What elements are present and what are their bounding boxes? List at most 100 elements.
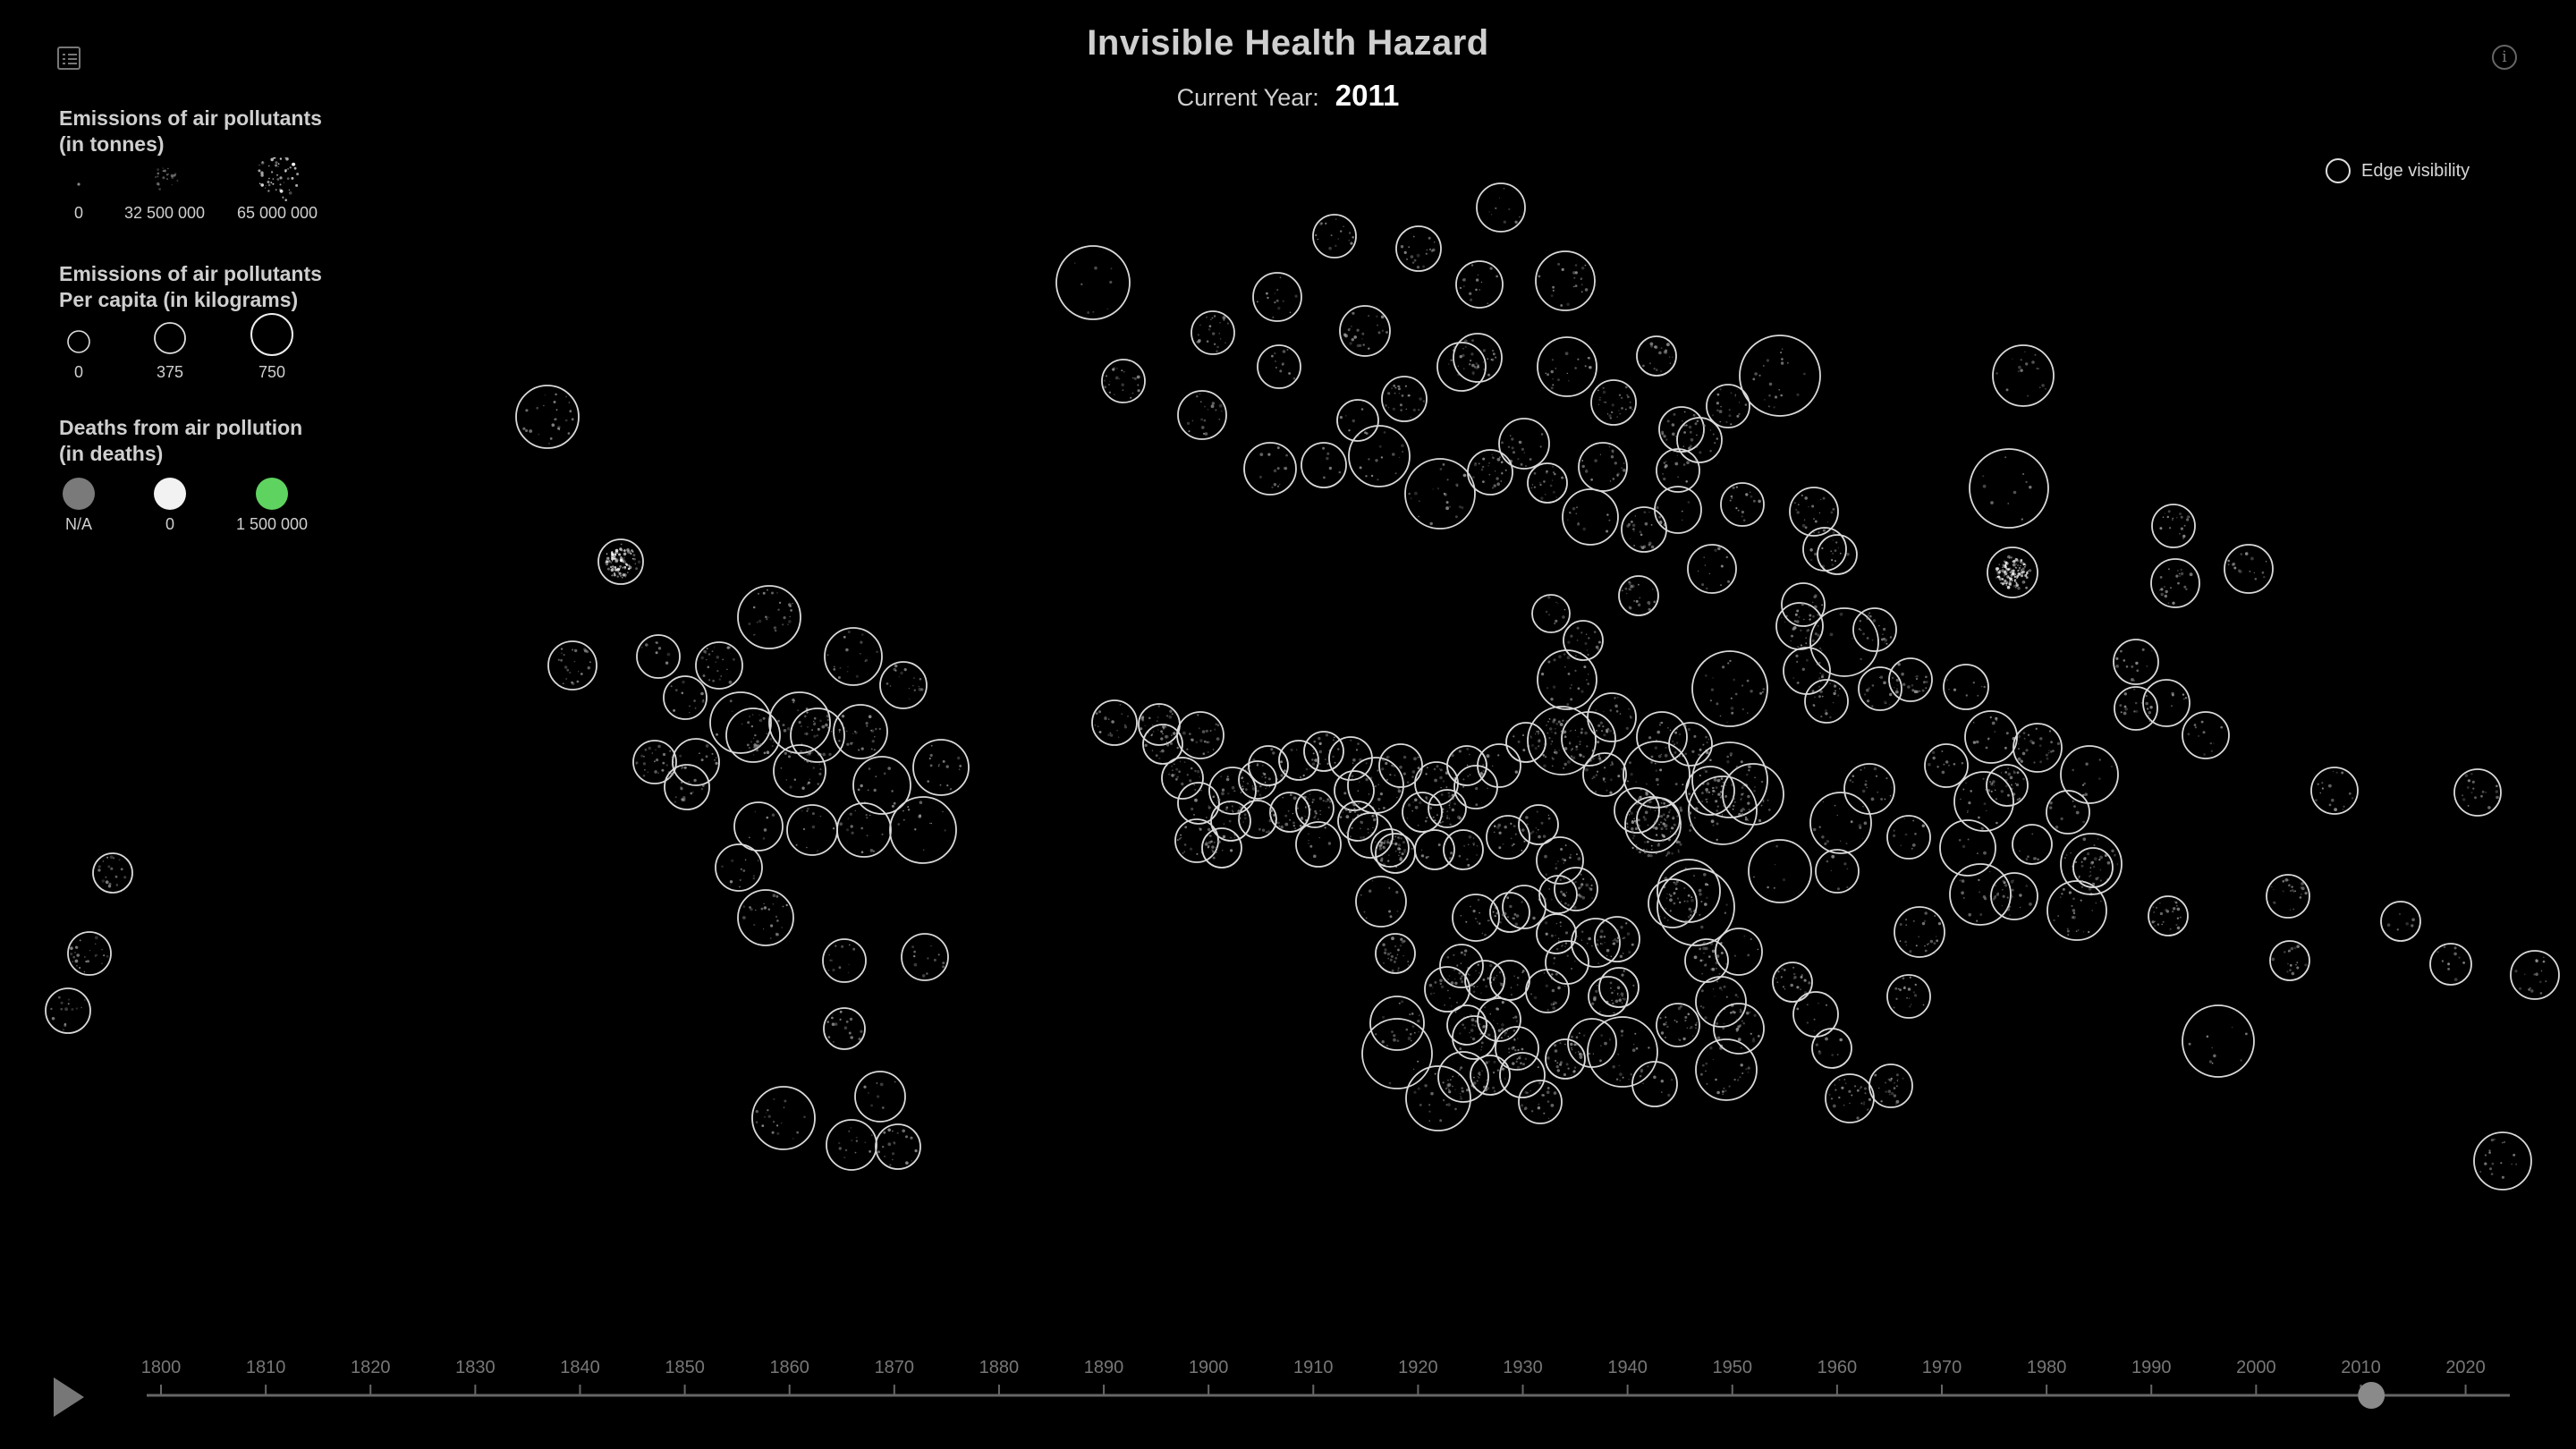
country-bubble[interactable] (1161, 757, 1204, 800)
country-bubble[interactable] (879, 661, 928, 709)
country-bubble[interactable] (1334, 770, 1375, 811)
country-bubble[interactable] (1525, 969, 1570, 1013)
country-bubble[interactable] (1414, 829, 1455, 870)
country-bubble[interactable] (852, 756, 911, 815)
country-bubble[interactable] (768, 691, 831, 754)
country-bubble[interactable] (1772, 962, 1813, 1003)
year-timeline-slider[interactable]: 1800 1810 1820 1830 1840 1850 1860 1870 1880 1890… (0, 1342, 2576, 1449)
country-bubble[interactable] (67, 931, 112, 976)
country-bubble[interactable] (1489, 892, 1530, 933)
country-bubble[interactable] (1295, 789, 1335, 828)
country-bubble[interactable] (2224, 544, 2274, 594)
country-bubble[interactable] (823, 1007, 866, 1050)
country-bubble[interactable] (1748, 839, 1812, 903)
country-bubble[interactable] (1654, 486, 1702, 534)
country-bubble[interactable] (2142, 679, 2190, 727)
country-bubble[interactable] (1590, 379, 1637, 426)
country-bubble[interactable] (2473, 1131, 2532, 1191)
country-bubble[interactable] (2012, 723, 2063, 773)
country-bubble[interactable] (1811, 1028, 1852, 1069)
country-bubble[interactable] (1852, 607, 1897, 652)
country-bubble[interactable] (1337, 801, 1378, 842)
country-bubble[interactable] (826, 1119, 877, 1171)
country-bubble[interactable] (2060, 745, 2119, 804)
country-bubble[interactable] (725, 708, 781, 763)
country-bubble[interactable] (1809, 792, 1872, 854)
country-bubble[interactable] (1446, 1004, 1487, 1046)
country-bubble[interactable] (515, 385, 580, 449)
country-bubble[interactable] (1562, 488, 1619, 546)
country-bubble[interactable] (1301, 442, 1347, 488)
country-bubble[interactable] (1802, 527, 1847, 572)
country-bubble[interactable] (1238, 760, 1277, 800)
country-bubble[interactable] (1587, 1016, 1658, 1088)
country-bubble[interactable] (1825, 1073, 1875, 1123)
country-bubble[interactable] (1177, 390, 1227, 440)
country-bubble[interactable] (1986, 764, 2029, 807)
country-bubble[interactable] (1428, 789, 1467, 828)
country-bubble[interactable] (1706, 384, 1750, 428)
country-bubble[interactable] (2453, 768, 2502, 817)
country-bubble[interactable] (1453, 333, 1503, 383)
country-bubble[interactable] (2151, 504, 2196, 548)
country-bubble[interactable] (1969, 448, 2049, 529)
country-bubble[interactable] (1518, 804, 1559, 845)
country-bubble[interactable] (1964, 710, 2018, 764)
country-bubble[interactable] (1636, 711, 1688, 763)
country-bubble[interactable] (2182, 711, 2230, 759)
country-bubble[interactable] (1176, 711, 1224, 759)
country-bubble[interactable] (1886, 974, 1931, 1019)
list-menu-icon[interactable] (57, 47, 80, 70)
country-bubble[interactable] (1656, 448, 1700, 493)
country-bubble[interactable] (1142, 724, 1183, 765)
country-bubble[interactable] (1621, 506, 1667, 553)
country-bubble[interactable] (1953, 771, 2014, 832)
country-bubble[interactable] (1312, 214, 1357, 258)
info-icon[interactable]: i (2492, 45, 2517, 70)
country-bubble[interactable] (1691, 650, 1768, 727)
country-bubble[interactable] (1101, 359, 1146, 403)
country-bubble[interactable] (854, 1071, 906, 1123)
country-bubble[interactable] (1618, 575, 1659, 616)
edge-visibility-ring-icon[interactable] (2326, 158, 2351, 183)
country-bubble[interactable] (737, 585, 801, 649)
country-bubble[interactable] (1888, 657, 1933, 702)
country-bubble[interactable] (751, 1086, 816, 1150)
country-bubble[interactable] (2269, 940, 2310, 981)
country-bubble[interactable] (1939, 819, 1996, 877)
country-bubble[interactable] (1792, 991, 1839, 1038)
country-bubble[interactable] (2012, 824, 2053, 865)
country-bubble[interactable] (1636, 335, 1677, 377)
country-bubble[interactable] (1505, 722, 1546, 763)
country-bubble[interactable] (1527, 462, 1568, 504)
country-bubble[interactable] (672, 738, 720, 786)
country-bubble[interactable] (912, 739, 970, 796)
country-bubble[interactable] (1817, 534, 1858, 575)
country-bubble[interactable] (1210, 801, 1251, 842)
country-bubble[interactable] (1949, 863, 2012, 926)
country-bubble[interactable] (1631, 1061, 1678, 1107)
country-bubble[interactable] (1055, 245, 1131, 320)
country-bubble[interactable] (663, 675, 708, 720)
country-bubble[interactable] (636, 634, 681, 679)
country-bubble[interactable] (733, 801, 784, 852)
country-bubble[interactable] (1886, 815, 1931, 860)
country-bubble[interactable] (2060, 833, 2123, 895)
country-bubble[interactable] (1781, 582, 1826, 627)
country-bubble[interactable] (1336, 399, 1379, 442)
country-bubble[interactable] (1587, 692, 1637, 742)
country-bubble[interactable] (1990, 872, 2038, 920)
country-bubble[interactable] (1531, 594, 1571, 633)
country-bubble[interactable] (889, 796, 957, 864)
country-bubble[interactable] (1498, 418, 1550, 470)
country-bubble[interactable] (1537, 649, 1597, 710)
country-bubble[interactable] (1695, 1038, 1758, 1101)
country-bubble[interactable] (790, 708, 845, 763)
country-bubble[interactable] (833, 704, 888, 759)
country-bubble[interactable] (1355, 876, 1407, 928)
country-bubble[interactable] (1563, 620, 1604, 661)
country-bubble[interactable] (2150, 558, 2200, 608)
country-bubble[interactable] (1339, 305, 1391, 357)
country-bubble[interactable] (1545, 1038, 1586, 1080)
country-bubble[interactable] (2510, 950, 2560, 1000)
